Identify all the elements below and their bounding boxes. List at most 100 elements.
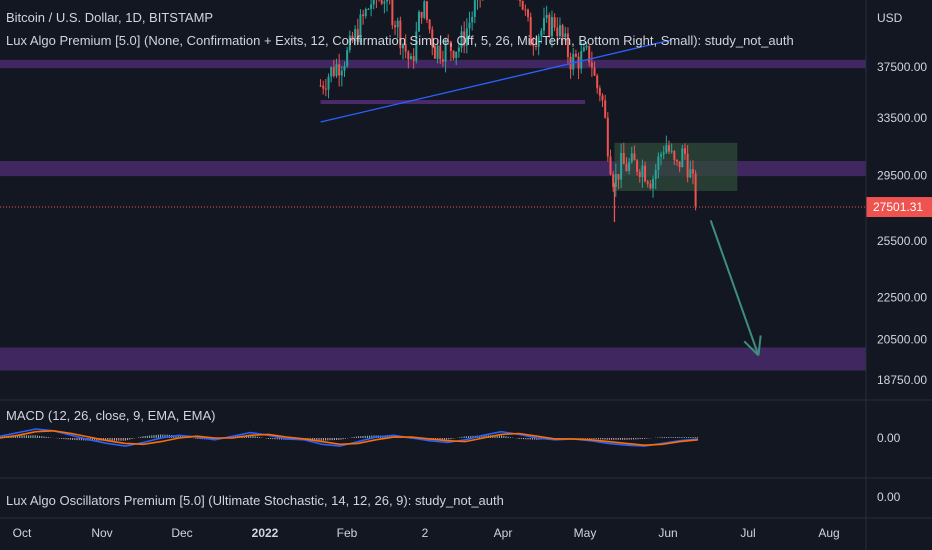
candle-body: [372, 0, 375, 5]
candle-body: [431, 29, 434, 47]
candle-body: [444, 41, 447, 62]
last-price-label: 27501.31: [873, 200, 923, 214]
candle-body: [527, 9, 530, 17]
price-tick-label: 22500.00: [877, 291, 927, 305]
candle-body: [519, 0, 522, 1]
candle-body: [436, 45, 439, 59]
candle-body: [617, 174, 620, 180]
candle-body: [391, 0, 394, 26]
time-tick-label: Aug: [818, 526, 839, 540]
purple-zone: [0, 59, 866, 69]
candle-body: [686, 153, 689, 178]
candle-body: [553, 17, 556, 28]
candle-body: [380, 0, 383, 4]
indicator-macd-label[interactable]: MACD (12, 26, close, 9, EMA, EMA): [6, 408, 216, 423]
range-box: [614, 142, 738, 191]
candle-body: [324, 88, 327, 90]
candle-body: [463, 31, 466, 46]
candles-layer: [319, 0, 697, 223]
candle-body: [564, 33, 567, 38]
candle-body: [332, 67, 335, 76]
candle-body: [455, 51, 458, 59]
indicator-osc-label[interactable]: Lux Algo Oscillators Premium [5.0] (Ulti…: [6, 493, 504, 508]
candle-body: [327, 76, 330, 90]
candle-body: [370, 4, 373, 9]
candle-body: [340, 70, 343, 76]
candle-body: [362, 14, 365, 17]
candle-body: [521, 0, 524, 10]
purple-zone: [0, 347, 866, 371]
candle-body: [338, 64, 341, 76]
candle-body: [542, 18, 545, 31]
candle-body: [535, 46, 538, 48]
candle-body: [588, 45, 591, 63]
candle-body: [409, 56, 412, 60]
price-tick-label: 25500.00: [877, 234, 927, 248]
candle-body: [662, 152, 665, 155]
candle-body: [694, 173, 697, 207]
candle-body: [407, 51, 410, 60]
candle-body: [558, 25, 561, 37]
signal-line: [0, 429, 699, 447]
candle-body: [675, 159, 678, 162]
candle-body: [415, 31, 418, 61]
candle-body: [644, 165, 647, 182]
candle-body: [351, 35, 354, 42]
thin-band: [320, 100, 585, 105]
candle-body: [402, 44, 405, 49]
candle-body: [346, 50, 349, 67]
candle-body: [580, 51, 583, 69]
candle-body: [348, 35, 351, 51]
candle-body: [593, 67, 596, 76]
osc-tick-label: 0.00: [877, 490, 901, 504]
time-tick-label: 2022: [252, 526, 279, 540]
candle-body: [596, 75, 599, 89]
candle-body: [612, 174, 615, 187]
candle-body: [364, 9, 367, 17]
candle-body: [657, 156, 660, 170]
time-tick-label: May: [574, 526, 597, 540]
candle-body: [646, 181, 649, 184]
candle-body: [524, 9, 527, 11]
time-tick-label: Nov: [91, 526, 112, 540]
candle-body: [550, 17, 553, 37]
candle-body: [652, 179, 655, 189]
candle-body: [622, 152, 625, 165]
candle-body: [561, 25, 564, 38]
candle-body: [609, 156, 612, 175]
candle-body: [439, 45, 442, 60]
candle-body: [604, 100, 607, 118]
candle-body: [540, 30, 543, 37]
candle-body: [412, 56, 415, 61]
candle-body: [428, 19, 431, 30]
candle-body: [537, 36, 540, 47]
candle-body: [473, 0, 476, 17]
candle-body: [465, 28, 468, 46]
candle-body: [468, 22, 471, 29]
forecast-arrow-head: [757, 335, 762, 356]
candle-body: [577, 56, 580, 69]
time-tick-label: Jul: [740, 526, 755, 540]
candle-body: [460, 31, 463, 48]
candle-body: [354, 29, 357, 42]
candle-body: [423, 1, 426, 18]
candle-body: [319, 85, 322, 87]
candle-body: [668, 145, 671, 152]
macd-pane: [0, 428, 699, 447]
trendline[interactable]: [320, 39, 671, 123]
candle-body: [386, 0, 389, 2]
candle-body: [545, 14, 548, 19]
candle-body: [447, 41, 450, 43]
candle-body: [598, 88, 601, 96]
candle-body: [678, 161, 681, 168]
symbol-title[interactable]: Bitcoin / U.S. Dollar, 1D, BITSTAMP: [6, 10, 214, 25]
last-price-tag: [866, 197, 932, 218]
candle-body: [654, 169, 657, 180]
candle-body: [630, 153, 633, 163]
forecast-arrow[interactable]: [709, 220, 760, 356]
candle-body: [335, 64, 338, 76]
indicator-lux-label[interactable]: Lux Algo Premium [5.0] (None, Confirmati…: [6, 33, 794, 48]
candle-body: [529, 16, 532, 46]
